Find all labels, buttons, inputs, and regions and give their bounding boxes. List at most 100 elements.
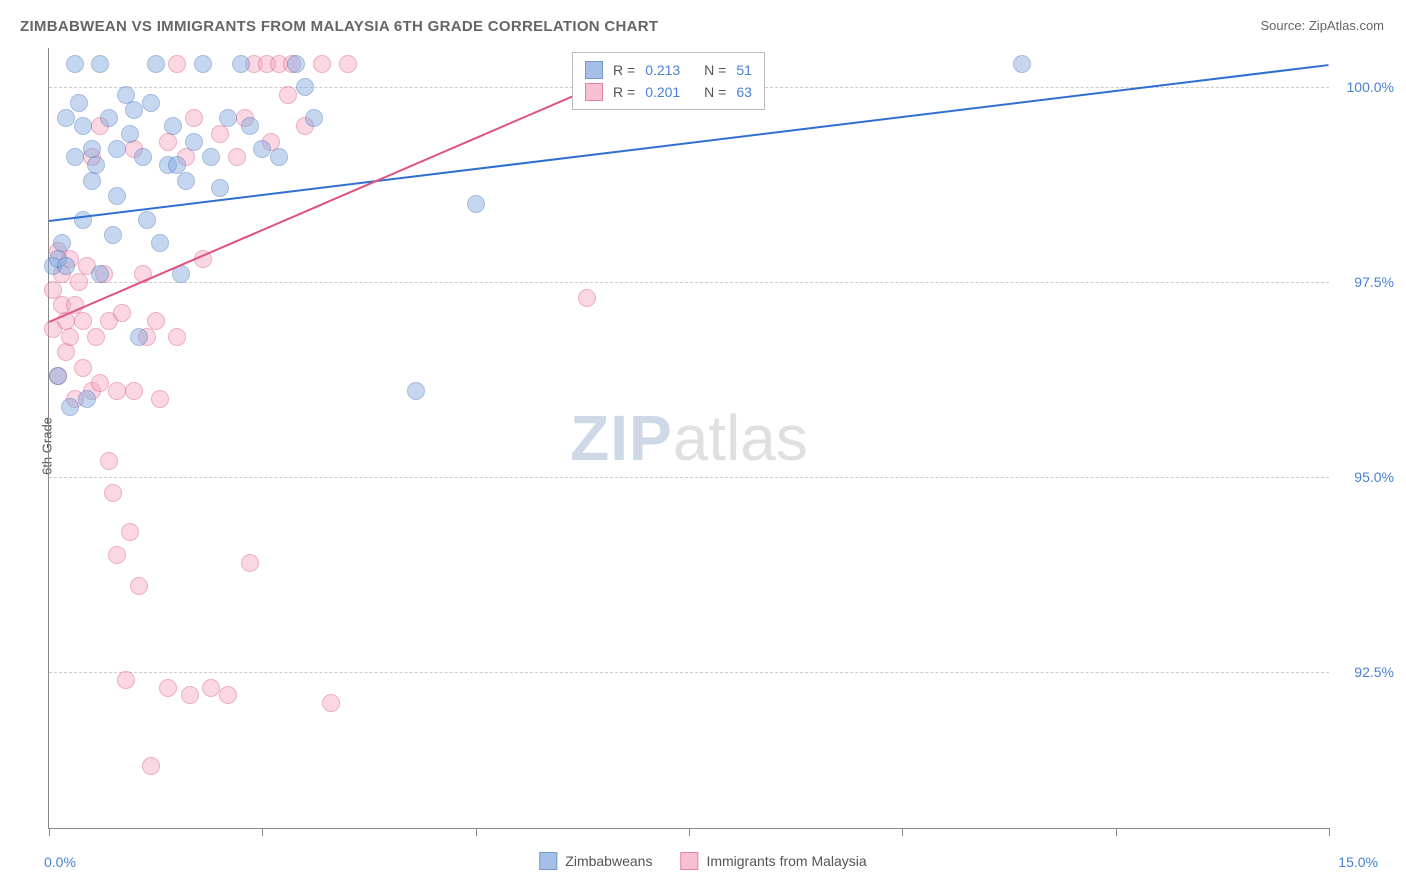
scatter-point xyxy=(91,374,109,392)
x-tick xyxy=(262,828,263,836)
chart-container: ZIMBABWEAN VS IMMIGRANTS FROM MALAYSIA 6… xyxy=(0,0,1406,892)
x-axis-min-label: 0.0% xyxy=(44,854,76,870)
stats-row-zimbabweans: R = 0.213 N = 51 xyxy=(585,59,752,81)
legend: Zimbabweans Immigrants from Malaysia xyxy=(539,852,866,870)
source-label: Source: ZipAtlas.com xyxy=(1260,18,1384,33)
y-tick-label: 95.0% xyxy=(1354,469,1394,485)
scatter-point xyxy=(407,382,425,400)
stats-n-label: N = xyxy=(704,62,726,78)
scatter-point xyxy=(142,757,160,775)
scatter-point xyxy=(181,686,199,704)
stats-swatch-zimbabweans xyxy=(585,61,603,79)
scatter-point xyxy=(108,187,126,205)
scatter-point xyxy=(159,133,177,151)
scatter-point xyxy=(211,125,229,143)
scatter-point xyxy=(100,109,118,127)
scatter-point xyxy=(125,101,143,119)
legend-swatch-zimbabweans xyxy=(539,852,557,870)
scatter-point xyxy=(185,109,203,127)
scatter-point xyxy=(121,125,139,143)
scatter-point xyxy=(49,367,67,385)
scatter-point xyxy=(168,55,186,73)
x-axis-max-label: 15.0% xyxy=(1338,854,1378,870)
scatter-point xyxy=(53,234,71,252)
stats-n-value: 63 xyxy=(736,84,752,100)
scatter-point xyxy=(142,94,160,112)
gridline xyxy=(49,282,1329,283)
scatter-point xyxy=(78,390,96,408)
x-tick xyxy=(689,828,690,836)
scatter-point xyxy=(147,312,165,330)
scatter-point xyxy=(287,55,305,73)
scatter-point xyxy=(202,679,220,697)
scatter-point xyxy=(130,328,148,346)
scatter-point xyxy=(322,694,340,712)
legend-item-zimbabweans: Zimbabweans xyxy=(539,852,652,870)
gridline xyxy=(49,477,1329,478)
scatter-point xyxy=(70,94,88,112)
watermark-zip: ZIP xyxy=(570,402,673,474)
stats-r-value: 0.201 xyxy=(645,84,680,100)
scatter-point xyxy=(305,109,323,127)
scatter-point xyxy=(253,140,271,158)
stats-n-value: 51 xyxy=(736,62,752,78)
scatter-point xyxy=(91,55,109,73)
scatter-point xyxy=(164,117,182,135)
plot-area: ZIPatlas xyxy=(48,48,1329,829)
scatter-point xyxy=(296,78,314,96)
scatter-point xyxy=(1013,55,1031,73)
stats-n-label: N = xyxy=(704,84,726,100)
scatter-point xyxy=(194,55,212,73)
scatter-point xyxy=(87,328,105,346)
x-tick xyxy=(476,828,477,836)
stats-swatch-malaysia xyxy=(585,83,603,101)
scatter-point xyxy=(87,156,105,174)
scatter-point xyxy=(185,133,203,151)
stats-row-malaysia: R = 0.201 N = 63 xyxy=(585,81,752,103)
scatter-point xyxy=(100,452,118,470)
scatter-point xyxy=(125,382,143,400)
scatter-point xyxy=(134,148,152,166)
stats-box: R = 0.213 N = 51 R = 0.201 N = 63 xyxy=(572,52,765,110)
scatter-point xyxy=(83,172,101,190)
scatter-point xyxy=(70,273,88,291)
scatter-point xyxy=(91,265,109,283)
scatter-point xyxy=(57,343,75,361)
stats-r-label: R = xyxy=(613,84,635,100)
scatter-point xyxy=(61,398,79,416)
watermark-atlas: atlas xyxy=(673,402,808,474)
stats-r-label: R = xyxy=(613,62,635,78)
watermark: ZIPatlas xyxy=(570,401,808,475)
scatter-point xyxy=(138,211,156,229)
scatter-point xyxy=(74,211,92,229)
scatter-point xyxy=(241,554,259,572)
scatter-point xyxy=(130,577,148,595)
scatter-point xyxy=(113,304,131,322)
y-tick-label: 100.0% xyxy=(1347,79,1394,95)
scatter-point xyxy=(339,55,357,73)
scatter-point xyxy=(467,195,485,213)
x-tick xyxy=(902,828,903,836)
scatter-point xyxy=(177,172,195,190)
scatter-point xyxy=(228,148,246,166)
y-tick-label: 92.5% xyxy=(1354,664,1394,680)
scatter-point xyxy=(117,671,135,689)
legend-label-zimbabweans: Zimbabweans xyxy=(565,853,652,869)
scatter-point xyxy=(66,148,84,166)
scatter-point xyxy=(108,382,126,400)
scatter-point xyxy=(159,679,177,697)
scatter-point xyxy=(108,140,126,158)
legend-swatch-malaysia xyxy=(680,852,698,870)
scatter-point xyxy=(219,109,237,127)
x-tick xyxy=(1116,828,1117,836)
scatter-point xyxy=(241,117,259,135)
scatter-point xyxy=(313,55,331,73)
scatter-point xyxy=(74,312,92,330)
x-tick xyxy=(49,828,50,836)
gridline xyxy=(49,672,1329,673)
scatter-point xyxy=(66,55,84,73)
scatter-point xyxy=(104,226,122,244)
scatter-point xyxy=(578,289,596,307)
scatter-point xyxy=(108,546,126,564)
scatter-point xyxy=(168,328,186,346)
